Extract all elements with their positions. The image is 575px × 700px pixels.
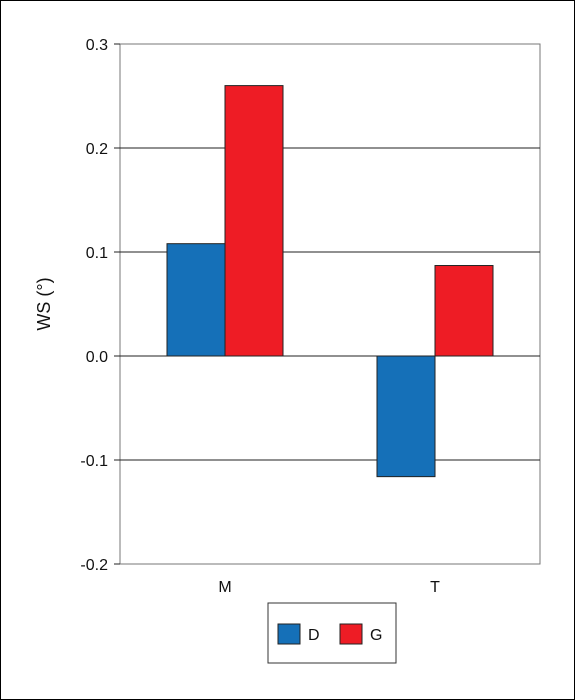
legend-label: D <box>308 627 320 644</box>
y-tick-labels: -0.2 -0.1 0.0 0.1 0.2 0.3 <box>80 37 108 574</box>
y-tick-label: -0.1 <box>80 453 108 470</box>
bar-G-T <box>434 265 494 357</box>
y-tick-label: 0.0 <box>86 349 108 366</box>
y-tick-label: -0.2 <box>80 557 108 574</box>
y-tick-label: 0.2 <box>86 141 108 158</box>
legend-swatch <box>339 623 363 645</box>
bar-D-T <box>376 355 436 478</box>
y-axis-title: WS (°) <box>34 277 54 330</box>
bar-D-M <box>166 243 226 357</box>
bars <box>166 85 494 478</box>
x-tick-label: T <box>430 579 440 596</box>
legend-label: G <box>370 627 382 644</box>
y-tick-label: 0.1 <box>86 245 108 262</box>
legend-swatch <box>277 623 301 645</box>
y-tick-label: 0.3 <box>86 37 108 54</box>
bar-G-M <box>224 85 284 357</box>
x-tick-label: M <box>218 579 231 596</box>
